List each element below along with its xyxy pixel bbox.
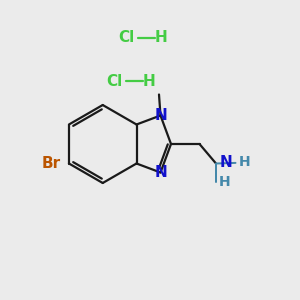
Text: N: N: [154, 165, 167, 180]
Text: H: H: [142, 74, 155, 88]
Text: Br: Br: [41, 156, 61, 171]
Text: Cl: Cl: [106, 74, 122, 88]
Text: H: H: [238, 155, 250, 169]
Text: Cl: Cl: [118, 30, 134, 45]
Text: N: N: [220, 155, 232, 170]
Text: H: H: [219, 176, 231, 189]
Text: H: H: [154, 30, 167, 45]
Text: N: N: [154, 108, 167, 123]
